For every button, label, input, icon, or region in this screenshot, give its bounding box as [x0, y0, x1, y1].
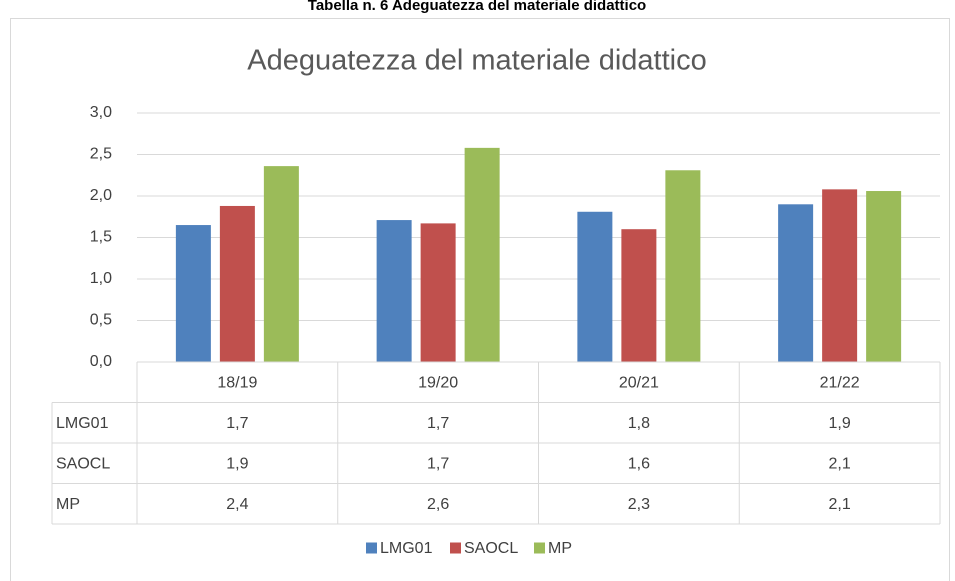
x-tick-label: 21/22: [820, 374, 860, 391]
legend-label: LMG01: [380, 540, 433, 557]
caption: Tabella n. 6 Adeguatezza del materiale d…: [308, 0, 646, 14]
table-value: 2,4: [226, 496, 248, 513]
table-value: 1,7: [226, 415, 248, 432]
table-value: 1,7: [427, 415, 449, 432]
table-value: 2,6: [427, 496, 449, 513]
table-row-label: SAOCL: [56, 455, 110, 472]
table-value: 1,9: [829, 415, 851, 432]
table-value: 2,3: [628, 496, 650, 513]
bar: [263, 166, 299, 362]
x-tick-label: 20/21: [619, 374, 659, 391]
table-value: 2,1: [829, 455, 851, 472]
legend-label: MP: [548, 540, 572, 557]
y-tick-label: 1,5: [90, 229, 112, 246]
table-value: 1,9: [226, 455, 248, 472]
legend-swatch: [366, 542, 377, 554]
table-row-label: MP: [56, 496, 80, 513]
y-tick-label: 3,0: [90, 104, 112, 121]
bar: [665, 170, 701, 362]
chart-frame: [10, 18, 950, 581]
table-value: 2,1: [829, 496, 851, 513]
legend-label: SAOCL: [464, 540, 518, 557]
bar: [822, 189, 858, 362]
y-tick-label: 0,0: [90, 353, 112, 370]
bar: [175, 225, 211, 362]
table-value: 1,7: [427, 455, 449, 472]
y-tick-label: 2,0: [90, 187, 112, 204]
y-tick-label: 2,5: [90, 146, 112, 163]
x-tick-label: 19/20: [418, 374, 458, 391]
bar: [420, 223, 456, 362]
table-value: 1,8: [628, 415, 650, 432]
bar: [866, 191, 902, 362]
y-tick-label: 1,0: [90, 270, 112, 287]
bar: [621, 229, 657, 362]
y-tick-label: 0,5: [90, 312, 112, 329]
bar: [219, 205, 255, 362]
legend-swatch: [534, 542, 545, 554]
x-tick-label: 18/19: [217, 374, 257, 391]
bar: [376, 220, 412, 362]
bar: [778, 204, 814, 362]
bar: [577, 211, 613, 362]
legend-swatch: [450, 542, 461, 554]
chart-title: Adeguatezza del materiale didattico: [247, 45, 706, 77]
table-row-label: LMG01: [56, 415, 109, 432]
table-value: 1,6: [628, 455, 650, 472]
bar: [464, 147, 500, 362]
